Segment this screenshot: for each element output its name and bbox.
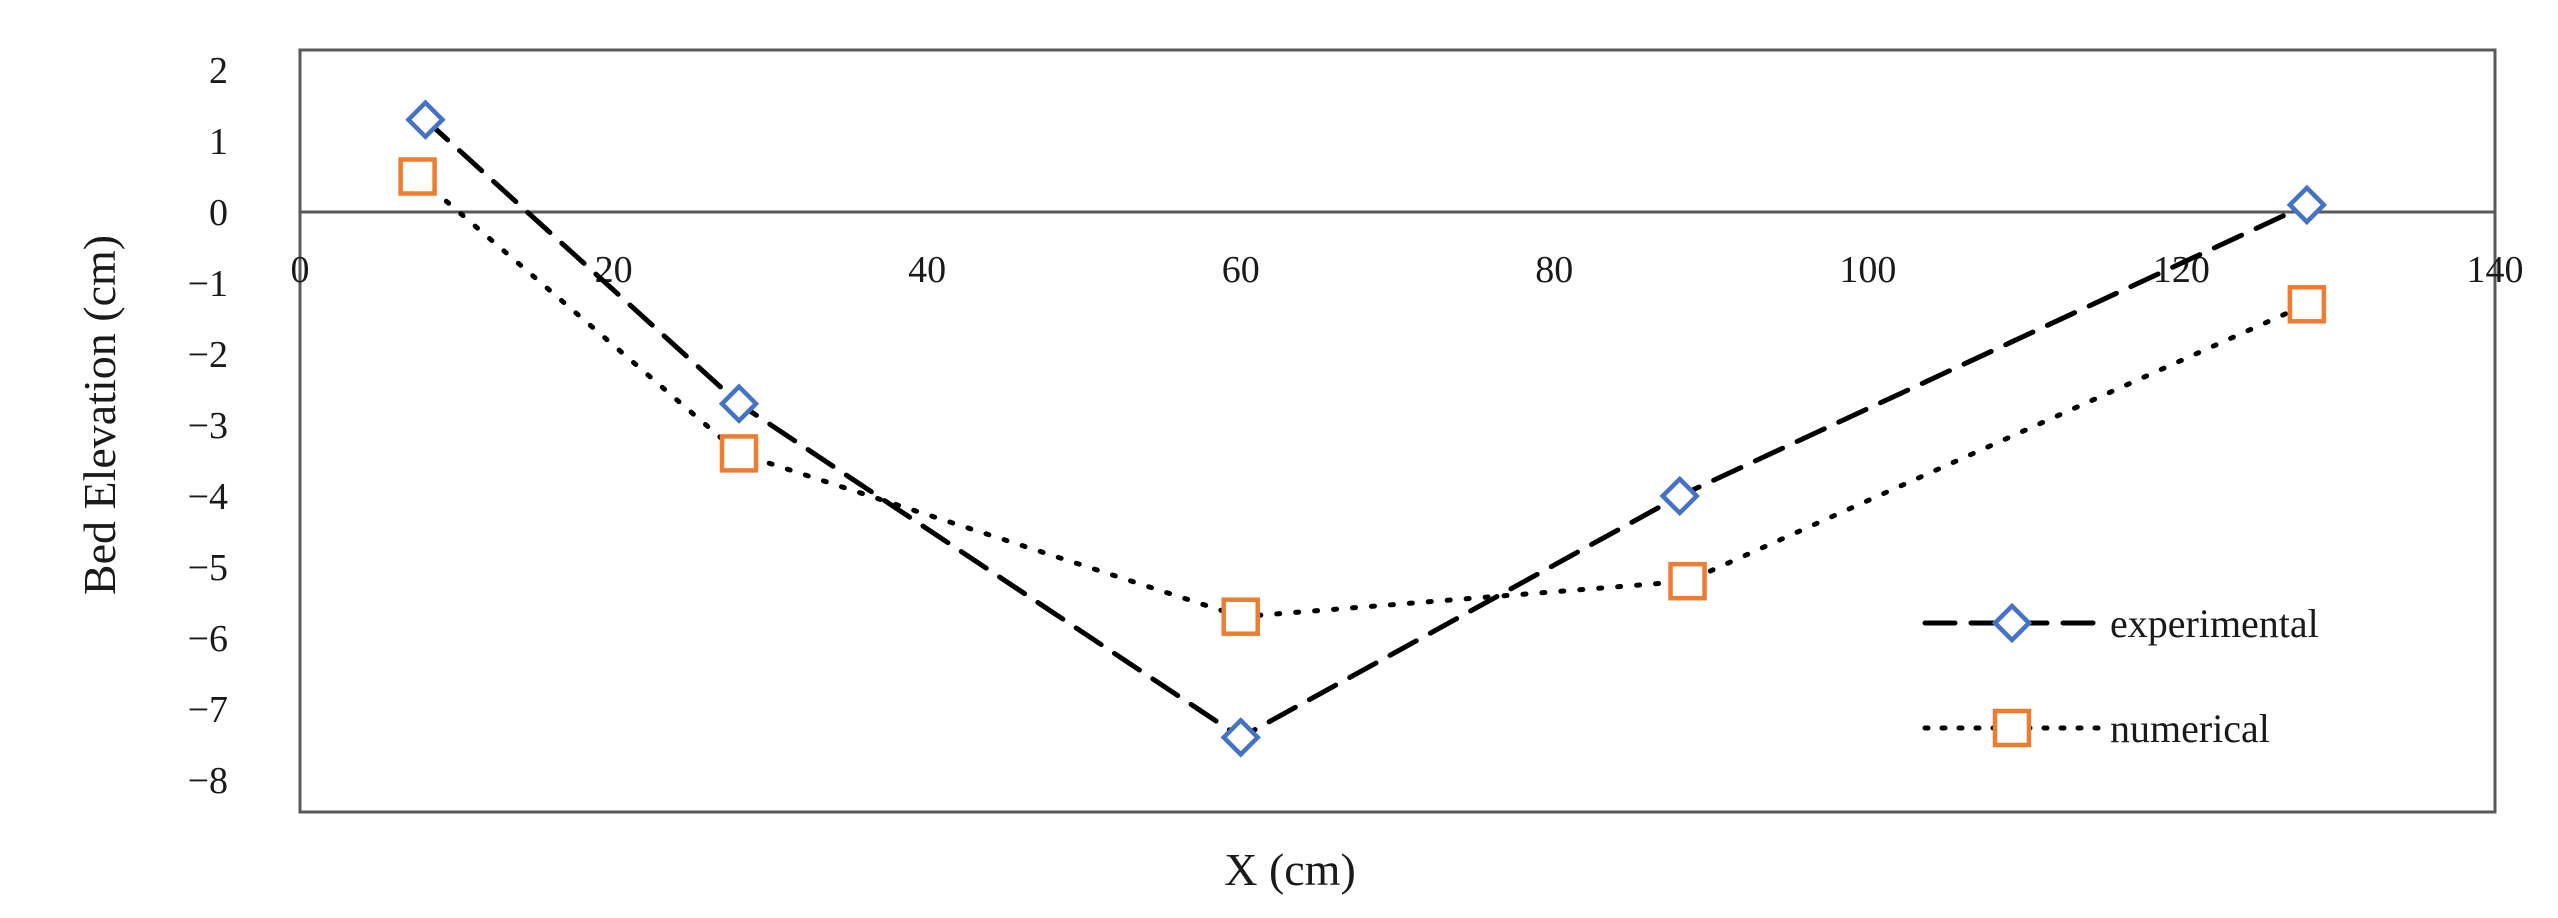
experimental-data-point [718, 383, 760, 424]
x-tick-label: 80 [1535, 249, 1573, 291]
experimental-data-point [1220, 717, 1261, 758]
plot-area-frame [298, 48, 2497, 814]
numerical-data-point [1668, 561, 1707, 601]
x-tick-label: 100 [1839, 249, 1896, 291]
y-tick-label: −8 [188, 760, 228, 802]
y-tick-label: −6 [188, 618, 228, 660]
x-tick-label: 140 [2467, 249, 2524, 291]
experimental-data-point [1659, 475, 1700, 517]
numerical-data-point [398, 157, 437, 196]
y-tick-label: −3 [188, 405, 228, 447]
x-tick-label: 40 [908, 249, 946, 291]
y-tick-label: 1 [209, 121, 228, 163]
x-tick-label: 20 [595, 249, 633, 291]
series-markers [398, 99, 2328, 758]
x-tick-label: 0 [291, 249, 310, 291]
y-tick-label: −2 [188, 334, 228, 376]
y-tick-label: −7 [188, 689, 228, 731]
legend-marker-numerical [1992, 708, 2032, 748]
x-axis-title: X (cm) [1224, 844, 1356, 895]
y-tick-label: 2 [209, 50, 228, 92]
numerical-data-point [2287, 285, 2327, 324]
x-tick-label: 60 [1222, 249, 1260, 291]
numerical-data-point [719, 434, 759, 473]
legend-label-experimental: experimental [2110, 601, 2319, 646]
y-tick-label: −4 [188, 476, 228, 518]
experimental-data-point [2286, 184, 2328, 226]
legend-label-numerical: numerical [2110, 706, 2270, 751]
y-tick-label: −1 [188, 263, 228, 305]
numerical-data-point [1221, 597, 1260, 636]
legend-marker-experimental [1991, 602, 2033, 644]
x-tick-labels: 0 20 40 60 80 100 120 140 [291, 249, 2524, 291]
y-tick-label: −5 [188, 547, 228, 589]
y-tick-labels: 2 1 0 −1 −2 −3 −4 −5 −6 −7 −8 [188, 50, 228, 802]
y-axis-title: Bed Elevation (cm) [74, 235, 125, 595]
y-tick-label: 0 [209, 192, 228, 234]
experimental-data-point [405, 99, 446, 140]
legend: experimental numerical [1922, 601, 2319, 751]
